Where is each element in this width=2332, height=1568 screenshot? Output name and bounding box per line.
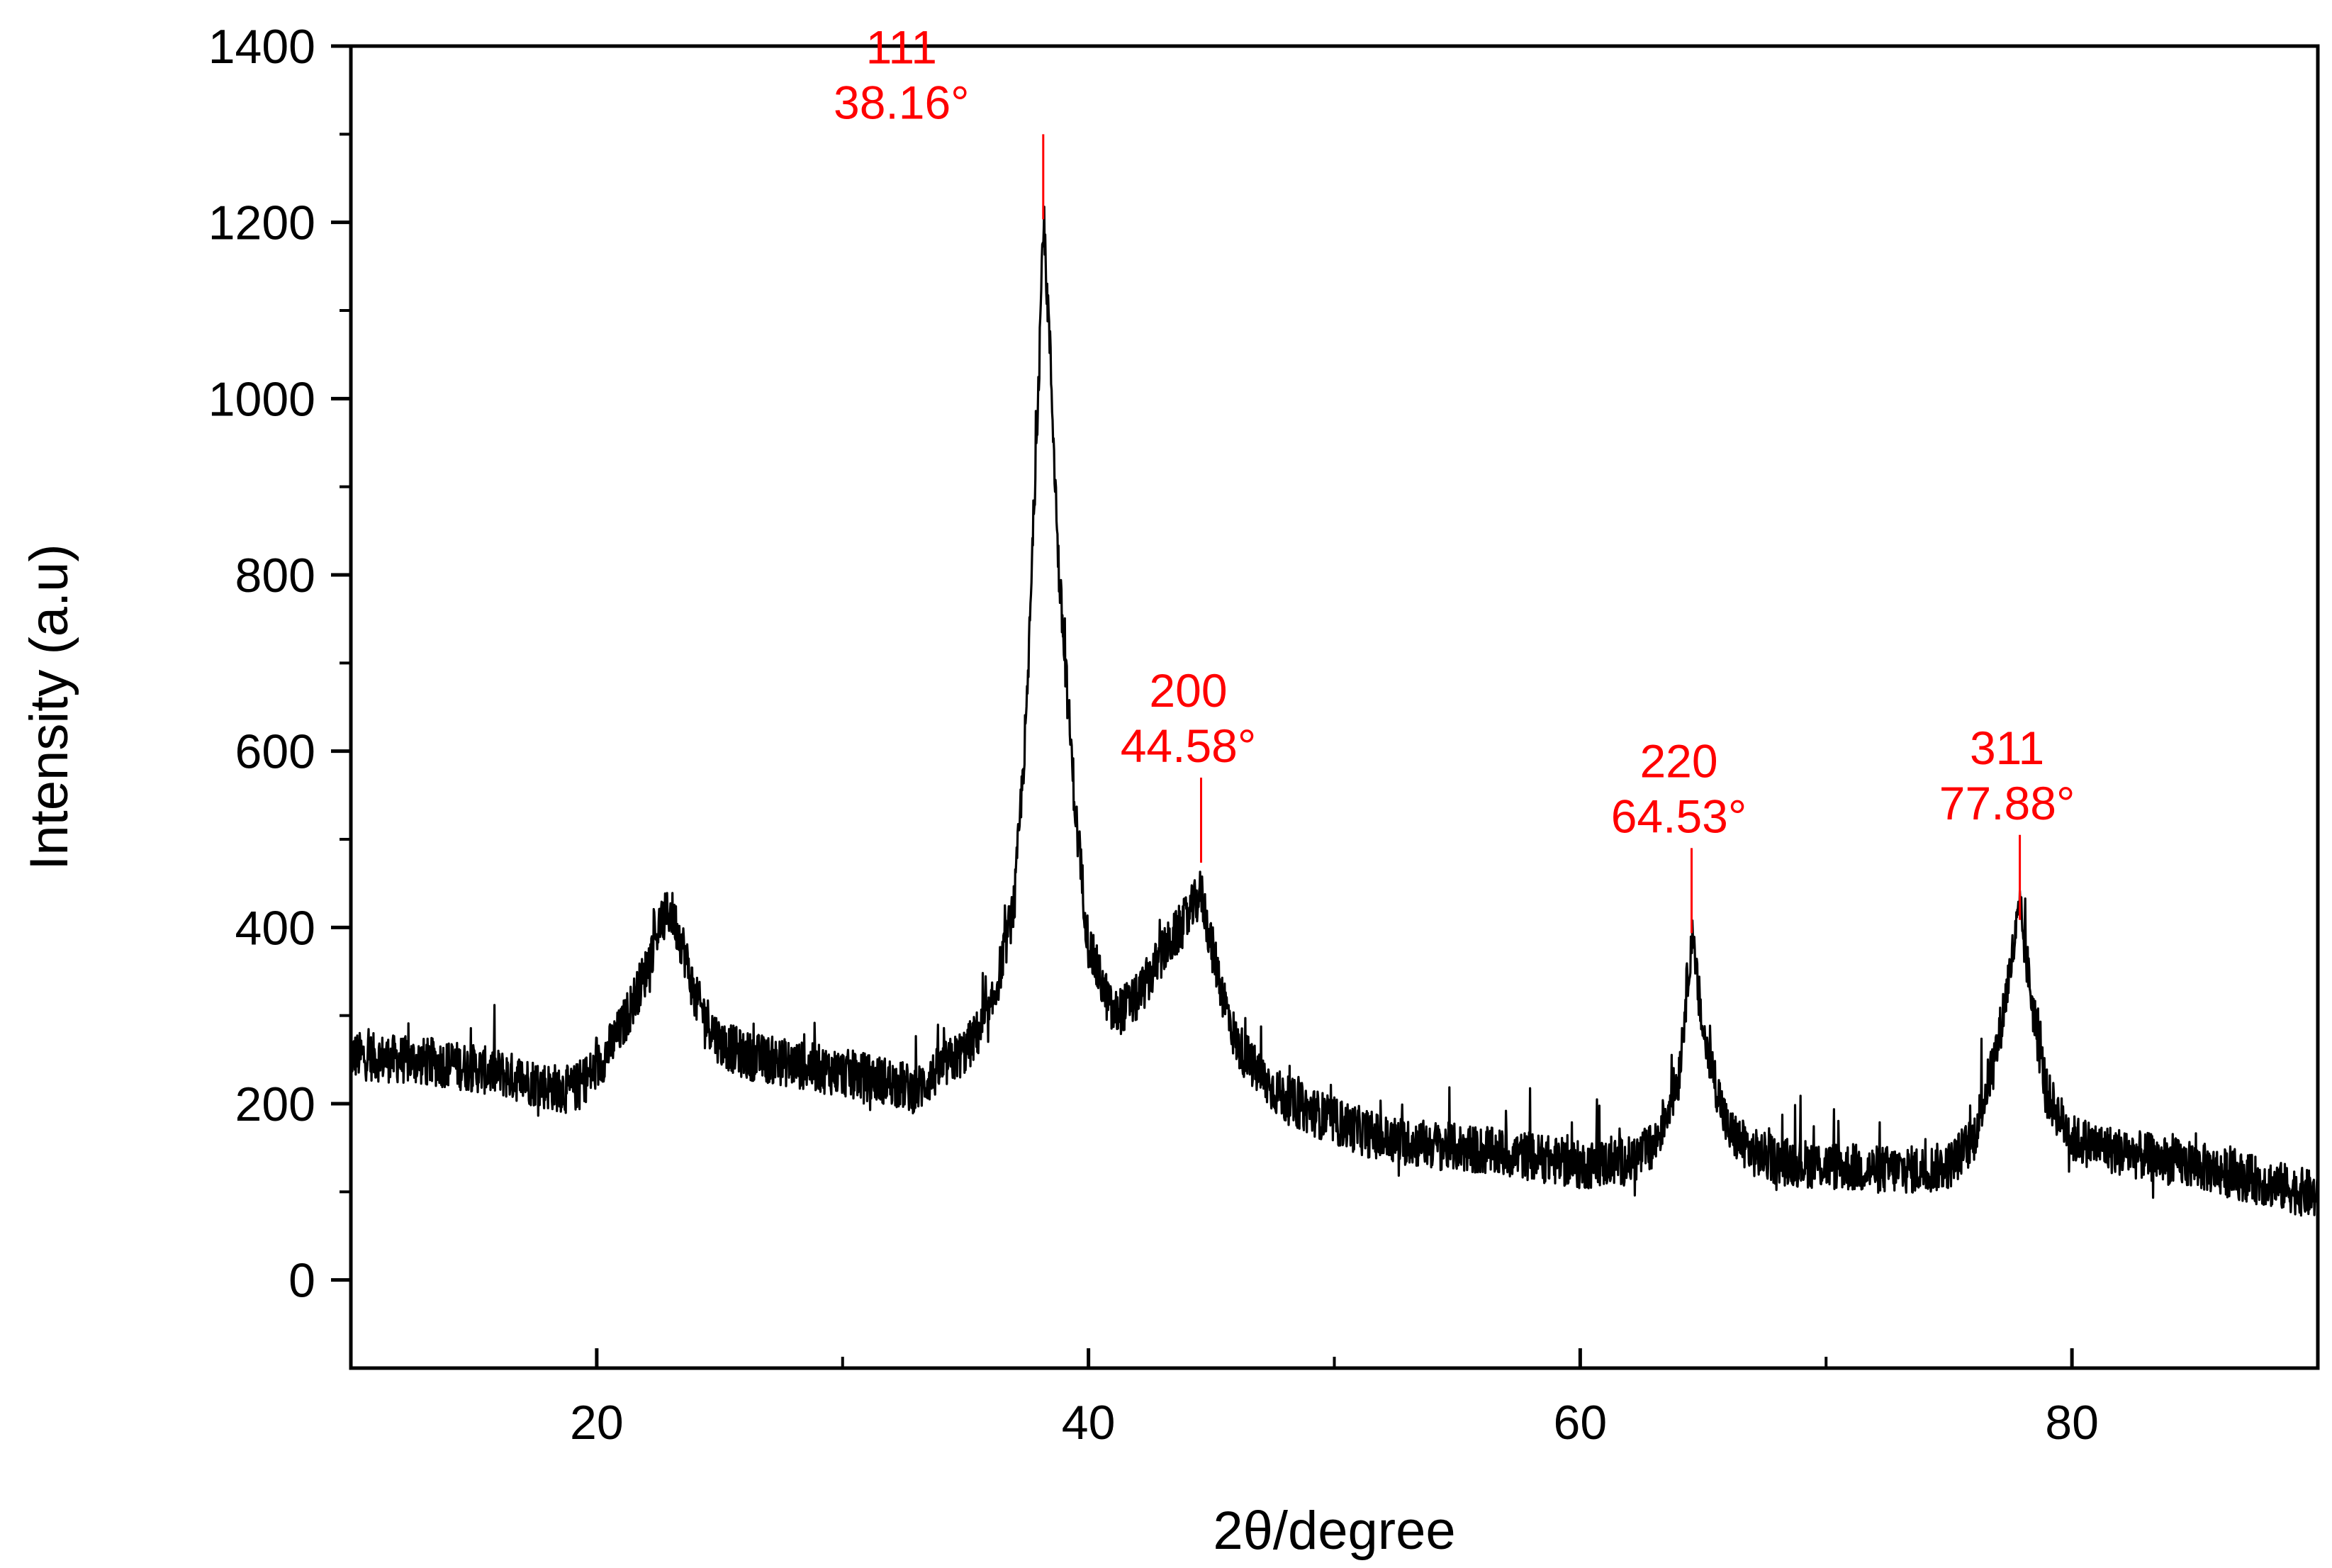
x-tick-label-80: 80 [2045,1396,2099,1450]
peak-hkl-111: 111 [866,21,937,73]
peak-hkl-200: 200 [1149,664,1227,717]
y-tick-label-1400: 1400 [208,20,315,74]
series-line-0 [349,206,2319,1217]
plot-frame [349,44,2320,1370]
peak-angle-311: 77.88° [1939,777,2075,829]
peak-angle-220: 64.53° [1611,790,1747,842]
y-tick-label-200: 200 [235,1077,315,1131]
y-axis-title: Intensity (a.u) [19,544,79,870]
peak-hkl-220: 220 [1639,734,1717,787]
x-tick-label-60: 60 [1554,1396,1608,1450]
y-tick-label-0: 0 [288,1254,315,1308]
y-tick-label-1000: 1000 [208,372,315,426]
x-tick-label-40: 40 [1062,1396,1116,1450]
peak-hkl-311: 311 [1970,722,2044,774]
x-axis-title: 2θ/degree [1213,1501,1455,1561]
y-tick-label-400: 400 [235,901,315,955]
y-tick-label-600: 600 [235,725,315,779]
plot-area [349,206,2319,1217]
peak-angle-200: 44.58° [1121,719,1257,772]
peak-angle-111: 38.16° [834,76,970,128]
x-tick-label-20: 20 [570,1396,624,1450]
y-tick-label-1200: 1200 [208,196,315,250]
y-tick-label-800: 800 [235,549,315,603]
